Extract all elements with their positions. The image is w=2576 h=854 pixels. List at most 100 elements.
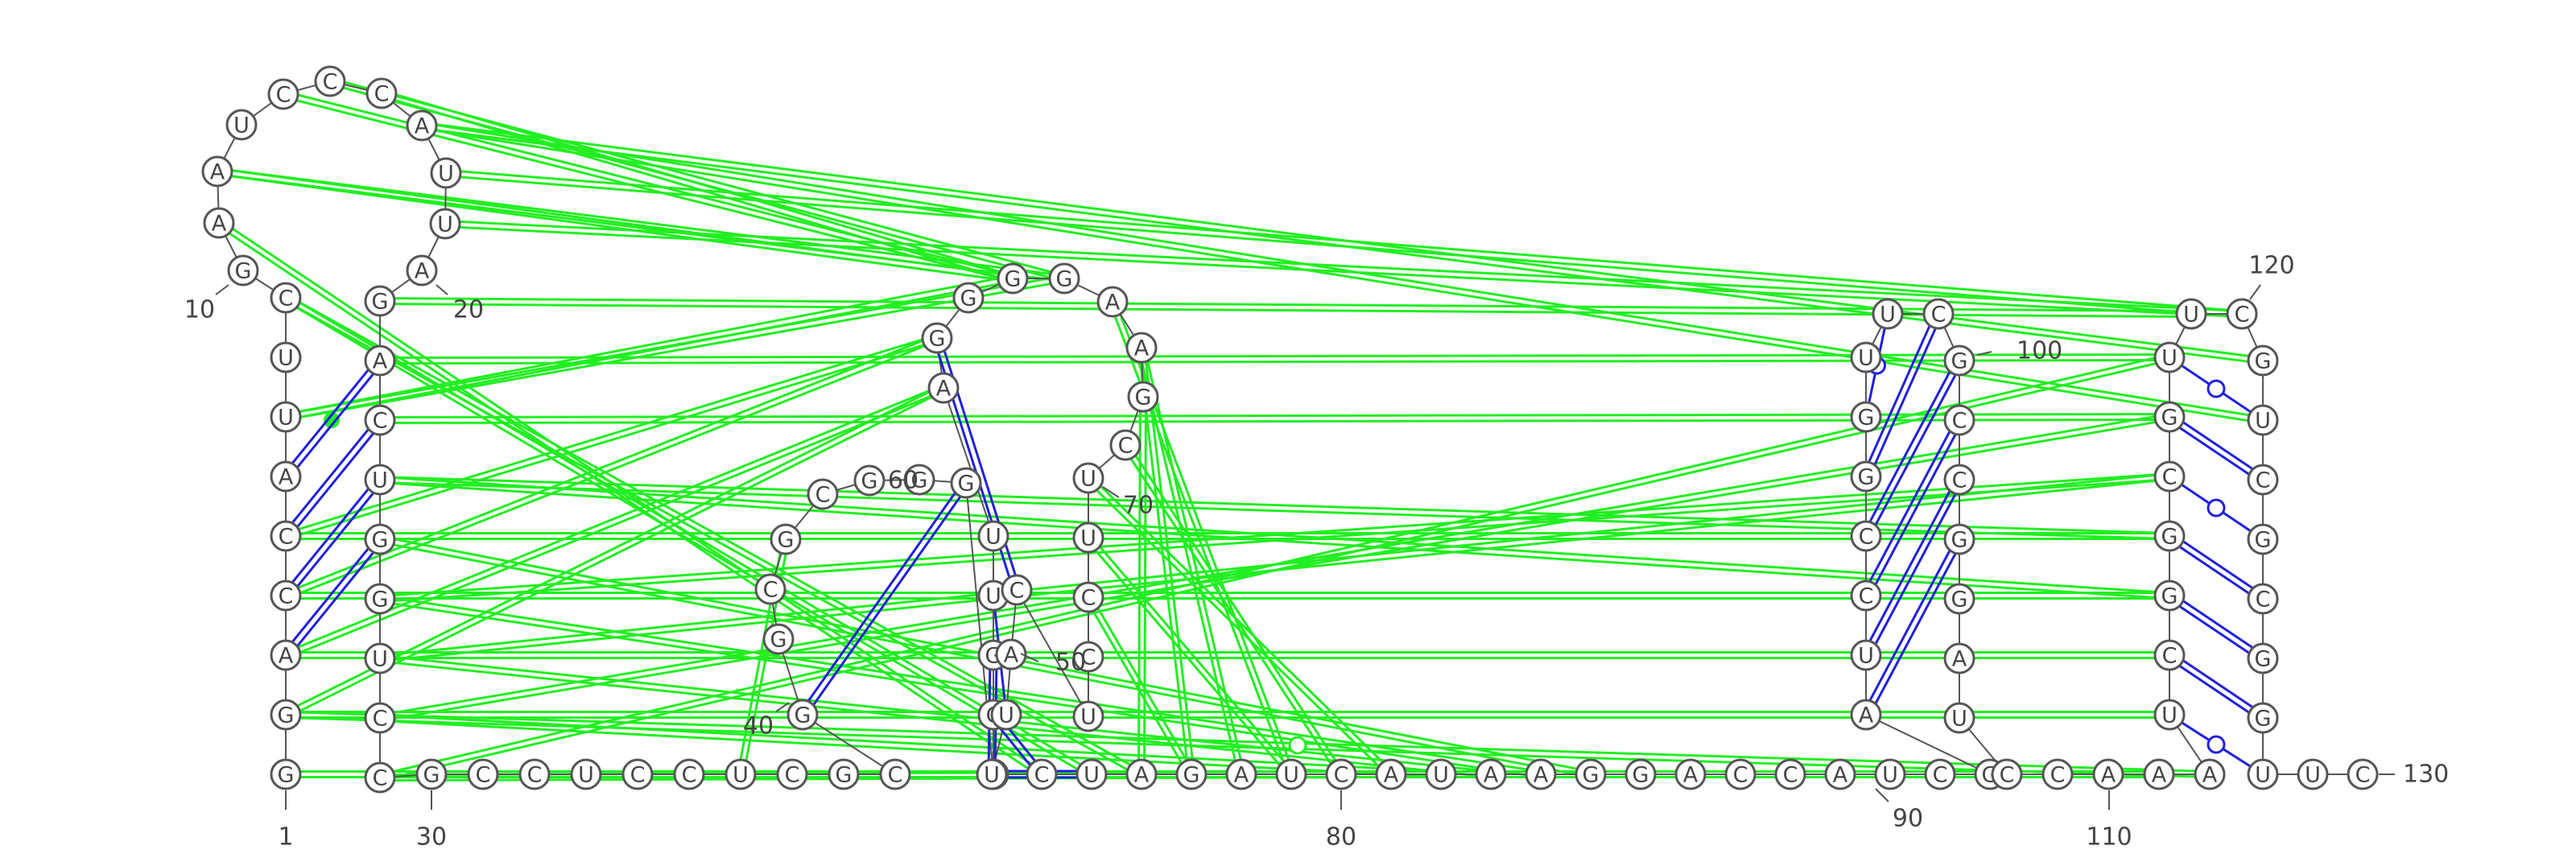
base-pair-line (2182, 540, 2254, 589)
nucleotide-circle (952, 282, 985, 314)
nucleotide-base-label: C (2355, 763, 2371, 788)
nucleotide-31: C (467, 758, 499, 790)
nucleotide-circle (2247, 758, 2279, 790)
nucleotide-base-label: G (1951, 528, 1968, 553)
nucleotide-120: C (2226, 298, 2258, 330)
nucleotide-40: G (786, 699, 819, 731)
nucleotide-128: U (2247, 758, 2279, 790)
backbone-segment (943, 387, 994, 537)
nucleotide-circle (770, 523, 802, 555)
position-number-label: 60 (888, 467, 919, 495)
nucleotide-126: G (2247, 642, 2279, 675)
nucleotide-base-label: C (1859, 525, 1874, 550)
tertiary-interaction-line (380, 595, 1542, 774)
nucleotide-base-label: G (1951, 349, 1968, 374)
tertiary-interaction-line (1089, 595, 1195, 774)
nucleotide-base-label: A (373, 349, 388, 374)
position-tick (1875, 788, 1889, 802)
nucleotide-base-label: G (1183, 763, 1200, 788)
nucleotide-114: G (2153, 580, 2186, 612)
nucleotide-base-label: C (1783, 763, 1798, 788)
nucleotide-circle (364, 404, 396, 436)
nucleotide-53: A (927, 372, 960, 404)
nucleotide-circle (270, 520, 302, 552)
nucleotide-circle (1001, 574, 1033, 606)
nucleotide-4: C (270, 580, 302, 612)
tertiary-interaction-line (421, 126, 2263, 424)
nucleotide-circle (1026, 758, 1058, 790)
position-number-label: 100 (2017, 337, 2062, 365)
nucleotide-base-label: G (423, 763, 440, 788)
nucleotide-circle (1674, 758, 1707, 790)
tertiary-interaction-line (1089, 475, 1394, 774)
nucleotide-base-label: C (1952, 409, 1967, 434)
nucleotide-circle (1922, 298, 1955, 330)
nucleotide-97: U (1850, 341, 1882, 373)
nucleotide-125: C (2247, 583, 2279, 615)
nucleotide-circle (1525, 758, 1557, 790)
nucleotide-base-label: G (960, 287, 977, 311)
nucleotide-22: A (364, 344, 396, 377)
nucleotide-base-label: U (438, 162, 454, 187)
nucleotide-96: G (1850, 401, 1882, 433)
nucleotide-base-label: G (929, 327, 946, 352)
base-pair-line (2182, 421, 2254, 470)
nucleotide-base-label: U (2255, 409, 2271, 434)
nucleotide-base-label: C (1009, 579, 1025, 604)
position-tick (2249, 284, 2261, 300)
nucleotide-base-label: G (278, 763, 295, 788)
nucleotide-circle (270, 460, 302, 493)
nucleotide-base-label: C (276, 83, 291, 108)
nucleotide-14: C (267, 78, 299, 110)
nucleotide-95: G (1850, 460, 1882, 493)
nucleotide-base-label: A (1384, 763, 1399, 788)
nucleotide-circle (1072, 581, 1104, 613)
nucleotide-16: C (365, 77, 398, 109)
nucleotide-base-label: C (1859, 584, 1874, 609)
nucleotide-circle (270, 758, 302, 790)
backbone-segment (1865, 714, 1991, 775)
nucleotide-106: U (1943, 702, 1975, 734)
position-number-label: 30 (416, 823, 447, 852)
nucleotide-base-label: C (373, 707, 388, 732)
nucleotide-circle (921, 322, 953, 354)
nucleotide-circle (1872, 298, 1904, 330)
nucleotide-82: G (1575, 758, 1607, 790)
nucleotide-102: C (1943, 464, 1975, 496)
nucleotide-base-label: A (936, 377, 952, 402)
nucleotide-base-label: A (210, 160, 225, 185)
nucleotide-circle (977, 520, 1009, 552)
nucleotide-77: C (1325, 758, 1357, 790)
nucleotide-36: U (724, 758, 757, 790)
nucleotide-67: C (1001, 574, 1033, 606)
nucleotide-circle (1850, 460, 1882, 493)
nucleotide-base-label: G (372, 290, 389, 315)
nucleotide-base-label: G (1858, 465, 1875, 490)
nucleotide-18: U (430, 157, 462, 189)
nucleotide-base-label: U (1080, 467, 1096, 492)
position-tick (775, 702, 790, 712)
nucleotide-base-label: C (682, 763, 697, 788)
nucleotide-circle (990, 699, 1022, 731)
nucleotide-base-label: C (2050, 763, 2066, 788)
nucleotide-68: A (995, 638, 1027, 670)
base-pair-line (1874, 434, 1957, 585)
nucleotide-circle (2247, 583, 2279, 615)
tertiary-interaction-line (380, 714, 1442, 774)
nucleotide-circle (1774, 758, 1806, 790)
position-tick (1976, 351, 1992, 356)
nucleotide-54: G (921, 322, 953, 354)
nucleotide-9: C (270, 282, 302, 314)
nucleotide-base-label: U (1080, 526, 1096, 551)
nucleotide-108: C (2041, 758, 2074, 790)
nucleotide-99: C (1922, 298, 1955, 330)
nucleotide-circle (1850, 699, 1882, 731)
nucleotide-base-label: G (2161, 525, 2178, 550)
tertiary-interaction-line (284, 334, 937, 595)
nucleotide-circle (2153, 460, 2186, 493)
nucleotide-base-label: A (415, 259, 430, 284)
position-number-label: 20 (453, 296, 484, 324)
nucleotide-23: C (364, 404, 396, 436)
